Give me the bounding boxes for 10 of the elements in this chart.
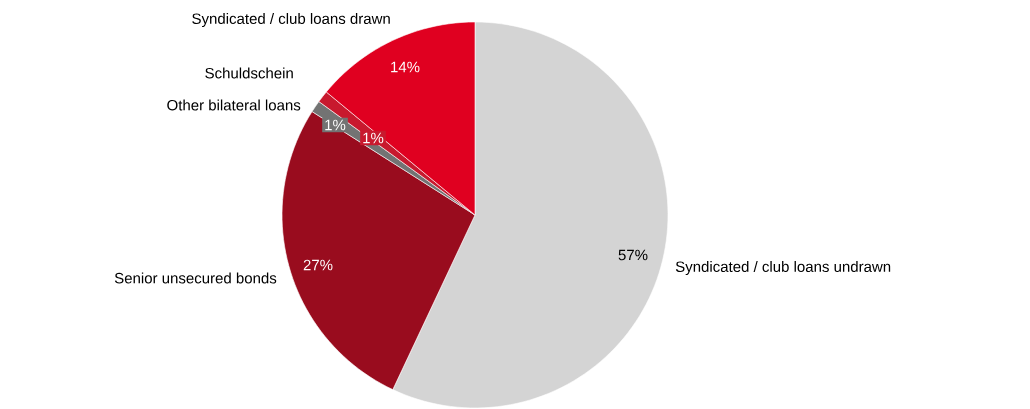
slice-label: Senior unsecured bonds [114,272,277,284]
data-label: 14% [391,61,420,73]
slice-label: Other bilateral loans [167,99,301,111]
data-label: 57% [618,249,648,261]
data-label: 1% [363,132,384,144]
slice-label: Schuldschein [205,67,293,79]
slice-label: Syndicated / club loans drawn [192,13,390,27]
data-label: 27% [303,259,333,271]
slice-label: Syndicated / club loans undrawn [675,261,891,275]
data-label: 1% [325,119,346,131]
